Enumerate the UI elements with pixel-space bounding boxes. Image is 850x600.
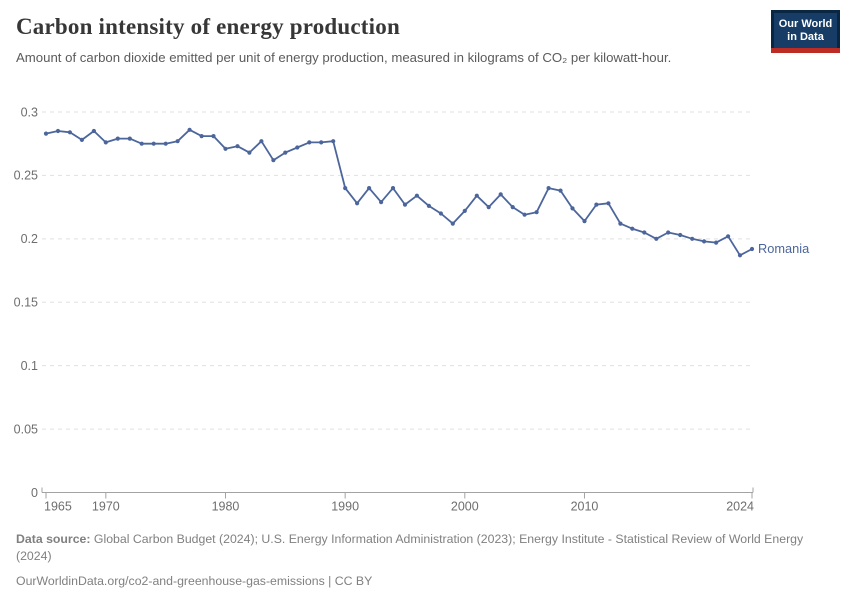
data-point-marker[interactable] (582, 219, 587, 224)
data-point-marker[interactable] (558, 188, 563, 193)
data-point-marker[interactable] (570, 206, 575, 211)
chart-subtitle: Amount of carbon dioxide emitted per uni… (16, 50, 672, 65)
data-point-marker[interactable] (211, 134, 216, 139)
data-point-marker[interactable] (642, 230, 647, 235)
data-point-marker[interactable] (295, 145, 300, 150)
data-point-marker[interactable] (187, 127, 192, 132)
x-axis-label: 2024 (726, 500, 754, 514)
data-source-label: Data source: (16, 532, 91, 546)
entity-label-romania[interactable]: Romania (758, 241, 810, 256)
data-point-marker[interactable] (199, 134, 204, 139)
data-point-marker[interactable] (319, 140, 324, 145)
data-source-text: Global Carbon Budget (2024); U.S. Energy… (16, 532, 804, 564)
data-point-marker[interactable] (426, 203, 431, 208)
data-point-marker[interactable] (690, 236, 695, 241)
data-point-marker[interactable] (606, 201, 611, 206)
chart-header: Carbon intensity of energy production Am… (16, 14, 834, 67)
data-point-marker[interactable] (175, 139, 180, 144)
y-axis-label: 0.2 (21, 232, 38, 246)
owid-logo[interactable]: Our World in Data (771, 10, 840, 53)
data-point-marker[interactable] (343, 186, 348, 191)
data-point-marker[interactable] (235, 144, 240, 149)
data-point-marker[interactable] (379, 200, 384, 205)
chart-footer: Data source: Global Carbon Budget (2024)… (16, 531, 822, 590)
data-point-marker[interactable] (702, 239, 707, 244)
data-point-marker[interactable] (223, 146, 228, 151)
data-point-marker[interactable] (714, 240, 719, 245)
data-point-marker[interactable] (414, 193, 419, 198)
data-point-marker[interactable] (283, 150, 288, 155)
data-point-marker[interactable] (259, 139, 264, 144)
y-axis-label: 0.05 (14, 422, 38, 436)
owid-logo-line2: in Data (787, 30, 824, 43)
data-point-marker[interactable] (79, 137, 84, 142)
x-axis-label: 1970 (92, 500, 120, 514)
data-point-marker[interactable] (127, 136, 132, 141)
x-axis-label: 2010 (571, 500, 599, 514)
data-point-marker[interactable] (737, 253, 743, 258)
x-axis-label: 2000 (451, 500, 479, 514)
data-point-marker[interactable] (534, 210, 539, 215)
data-point-marker[interactable] (498, 192, 503, 197)
data-source-note: Data source: Global Carbon Budget (2024)… (16, 531, 822, 566)
data-point-marker[interactable] (678, 232, 683, 238)
data-point-marker[interactable] (307, 140, 312, 145)
data-point-marker[interactable] (462, 208, 467, 213)
data-point-marker[interactable] (726, 234, 731, 239)
data-point-marker[interactable] (522, 212, 527, 217)
page-title: Carbon intensity of energy production (16, 14, 400, 39)
y-axis-label: 0.25 (14, 169, 38, 183)
x-axis-label: 1980 (212, 500, 240, 514)
data-point-marker[interactable] (103, 140, 108, 145)
data-point-marker[interactable] (139, 141, 144, 146)
data-point-marker[interactable] (247, 150, 252, 155)
data-point-marker[interactable] (654, 236, 659, 241)
data-point-marker[interactable] (151, 141, 156, 146)
data-point-marker[interactable] (402, 202, 408, 207)
y-axis-label: 0.1 (21, 359, 38, 373)
x-axis-label: 1990 (331, 500, 359, 514)
data-point-marker[interactable] (486, 205, 491, 210)
owid-logo-line1: Our World (778, 17, 833, 30)
data-point-marker[interactable] (115, 136, 120, 141)
data-point-marker[interactable] (618, 221, 623, 226)
data-point-marker[interactable] (390, 186, 396, 191)
y-axis-label: 0 (31, 486, 38, 500)
line-series-romania[interactable] (45, 128, 753, 257)
data-point-marker[interactable] (594, 202, 599, 207)
data-point-marker[interactable] (749, 246, 755, 252)
data-point-marker[interactable] (630, 226, 635, 231)
x-axis-label: 1965 (44, 500, 72, 514)
data-point-marker[interactable] (91, 128, 96, 134)
data-point-marker[interactable] (438, 211, 443, 216)
data-point-marker[interactable] (163, 141, 168, 146)
data-point-marker[interactable] (546, 186, 551, 191)
data-point-marker[interactable] (450, 221, 455, 226)
owid-logo-red-bar (771, 48, 840, 53)
owid-logo-text: Our World in Data (774, 13, 837, 48)
data-point-marker[interactable] (55, 128, 61, 134)
data-point-marker[interactable] (355, 201, 360, 206)
data-point-marker[interactable] (474, 193, 479, 198)
data-point-marker[interactable] (271, 158, 276, 163)
data-point-marker[interactable] (367, 186, 372, 191)
data-point-marker[interactable] (43, 131, 49, 136)
y-axis-label: 0.3 (21, 105, 38, 119)
data-point-marker[interactable] (510, 205, 515, 210)
y-axis-label: 0.15 (14, 296, 38, 310)
data-point-marker[interactable] (67, 130, 72, 135)
data-point-marker[interactable] (331, 139, 336, 144)
data-point-marker[interactable] (666, 230, 671, 235)
citation-link[interactable]: OurWorldinData.org/co2-and-greenhouse-ga… (16, 573, 373, 588)
